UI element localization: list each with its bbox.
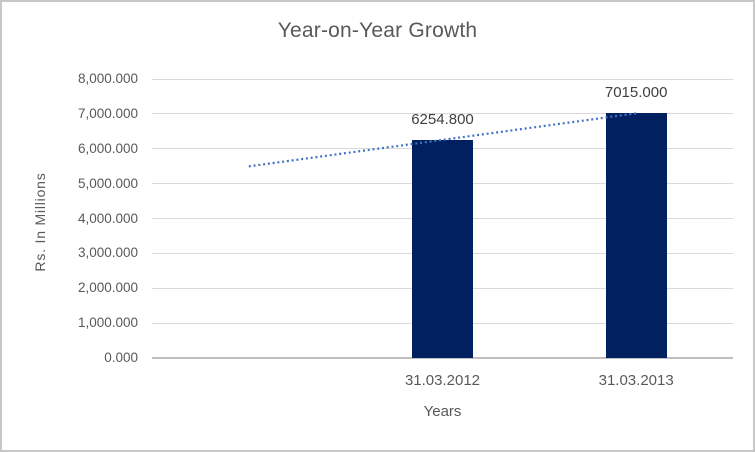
y-axis-tick-label: 0.000 <box>104 350 138 365</box>
bar <box>605 113 667 358</box>
x-axis-line <box>152 357 733 359</box>
y-axis-tick-label: 3,000.000 <box>77 245 138 261</box>
y-axis-tick-label: 2,000.000 <box>77 280 138 296</box>
x-axis-title: Years <box>423 403 462 420</box>
y-axis-tick-label: 4,000.000 <box>77 210 138 226</box>
y-axis-tick-label: 5,000.000 <box>77 175 138 191</box>
y-axis-tick-label: 7,000.000 <box>77 105 138 121</box>
bar-data-label: 7015.000 <box>604 84 668 102</box>
bar <box>412 139 473 358</box>
gridline <box>152 78 733 80</box>
x-axis-tick-label: 31.03.2012 <box>404 372 481 389</box>
x-axis-tick-label: 31.03.2013 <box>598 372 674 389</box>
chart-title: Year-on-Year Growth <box>277 19 478 42</box>
y-axis-tick-label: 6,000.000 <box>77 140 138 156</box>
y-axis-tick-label: 8,000.000 <box>77 71 138 86</box>
y-axis-tick-label: 1,000.000 <box>77 315 138 331</box>
bar-data-label: 6254.800 <box>411 110 474 128</box>
